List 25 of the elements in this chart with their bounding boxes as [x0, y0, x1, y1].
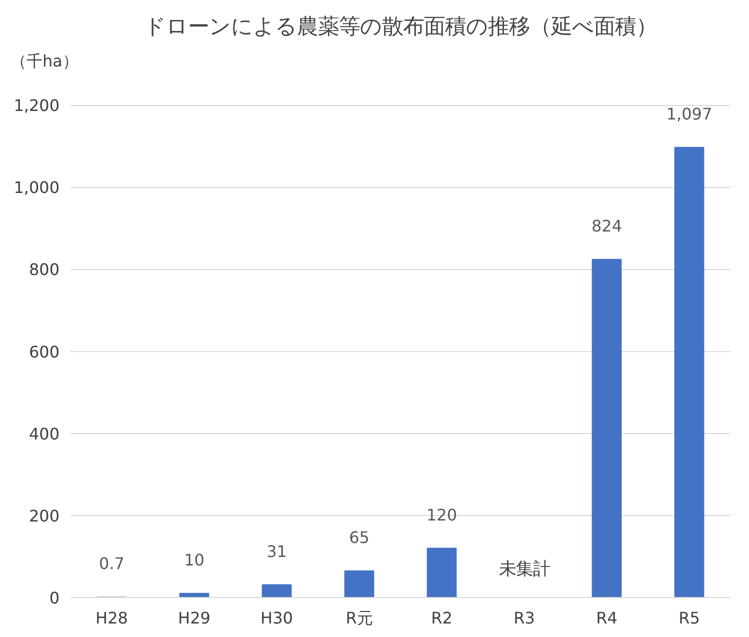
x-tick-label: R5	[678, 608, 700, 628]
y-tick-label: 600	[28, 342, 60, 362]
y-tick-label: 1,000	[14, 178, 60, 198]
data-label: 824	[591, 216, 622, 236]
x-tick-label: H30	[260, 608, 293, 628]
data-label: 31	[266, 542, 287, 561]
y-tick-label: 800	[28, 260, 60, 280]
data-label: 120	[426, 505, 458, 524]
x-tick-label: H28	[96, 608, 128, 628]
x-tick-label: R2	[431, 608, 452, 628]
data-label: 65	[349, 528, 370, 547]
y-tick-label: 0	[49, 588, 60, 608]
y-tick-label: 1,200	[14, 96, 60, 116]
data-label: 10	[184, 550, 204, 570]
y-tick-label: 400	[28, 424, 60, 444]
chart-title: ドローンによる農薬等の散布面積の推移（延べ面積）	[144, 14, 657, 40]
y-tick-label: 200	[28, 506, 60, 526]
x-tick-label: R元	[346, 608, 373, 628]
x-tick-label: R3	[514, 608, 535, 628]
data-label: 1,097	[666, 104, 712, 124]
y-axis-title: （千ha）	[10, 52, 78, 70]
annotation: 未集計	[498, 560, 550, 580]
x-tick-label: H29	[178, 608, 210, 628]
data-label: 0.7	[99, 554, 124, 574]
x-tick-label: R4	[596, 608, 618, 628]
